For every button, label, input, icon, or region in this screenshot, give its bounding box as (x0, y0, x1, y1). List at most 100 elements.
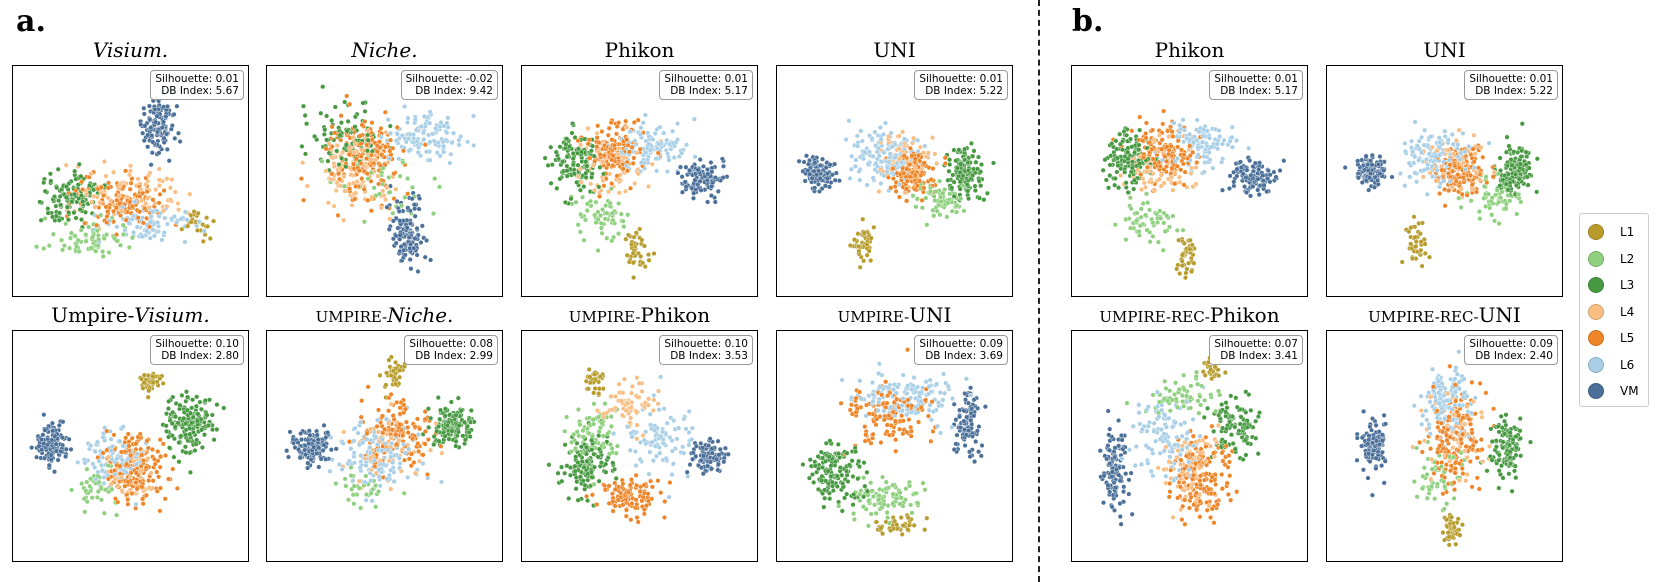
scatter-point-l3 (962, 157, 968, 163)
scatter-point-vm (316, 464, 322, 470)
scatter-point-vm (311, 444, 317, 450)
scatter-point-vm (148, 125, 154, 131)
scatter-point-l1 (868, 257, 874, 263)
scatter-point-l3 (63, 183, 69, 189)
scatter-point-l5 (408, 463, 414, 469)
scatter-point-l6 (674, 436, 680, 442)
scatter-point-l6 (849, 153, 855, 159)
scatter-point-l5 (634, 514, 640, 520)
scatter-point-l2 (373, 483, 379, 489)
scatter-point-l1 (393, 359, 399, 365)
scatter-point-l6 (629, 434, 635, 440)
scatter-point-l5 (133, 479, 139, 485)
scatter-point-l6 (878, 158, 884, 164)
metrics-box: Silhouette: 0.01 DB Index: 5.22 (914, 70, 1008, 100)
scatter-point-vm (146, 103, 152, 109)
scatter-point-l3 (52, 193, 58, 199)
scatter-point-l5 (362, 119, 368, 125)
scatter-point-vm (415, 268, 421, 274)
scatter-point-vm (141, 138, 147, 144)
section-divider (1038, 0, 1040, 582)
scatter-point-l4 (618, 398, 624, 404)
scatter-point-l4 (616, 390, 622, 396)
scatter-point-l6 (369, 498, 375, 504)
scatter-point-vm (832, 177, 838, 183)
scatter-point-vm (154, 129, 160, 135)
scatter-point-l3 (342, 99, 348, 105)
scatter-point-l1 (851, 237, 857, 243)
scatter-point-l6 (847, 175, 853, 181)
scatter-point-l6 (435, 140, 441, 146)
scatter-point-l4 (641, 404, 647, 410)
scatter-point-l4 (325, 200, 331, 206)
scatter-point-l3 (78, 217, 84, 223)
panel-title-prefix: UMPIRE- (315, 308, 388, 326)
scatter-point-vm (41, 455, 47, 461)
scatter-point-l2 (83, 232, 89, 238)
scatter-point-l5 (374, 423, 380, 429)
scatter-point-l3 (978, 169, 984, 175)
scatter-point-vm (321, 442, 327, 448)
scatter-point-l5 (912, 156, 918, 162)
scatter-point-l5 (165, 476, 171, 482)
scatter-point-l1 (179, 226, 185, 232)
scatter-point-l5 (425, 436, 431, 442)
scatter-point-l4 (333, 188, 339, 194)
panel-title-main: Niche. (387, 303, 454, 327)
scatter-point-l5 (623, 507, 629, 513)
scatter-point-l5 (921, 160, 927, 166)
scatter-point-vm (806, 161, 812, 167)
scatter-point-l4 (388, 435, 394, 441)
scatter-point-l5 (416, 448, 422, 454)
scatter-point-l6 (692, 154, 698, 160)
scatter-point-l6 (357, 419, 363, 425)
scatter-point-vm (164, 146, 170, 152)
scatter-point-l2 (947, 191, 953, 197)
scatter-point-l3 (981, 197, 987, 203)
panel-title-prefix: UMPIRE- (568, 308, 641, 326)
scatter-point-l2 (949, 208, 955, 214)
scatter-point-l4 (635, 171, 641, 177)
scatter-point-vm (42, 427, 48, 433)
scatter-point-l6 (450, 130, 456, 136)
scatter-point-l2 (63, 221, 69, 227)
scatter-point-l6 (633, 462, 639, 468)
scatter-point-l1 (639, 237, 645, 243)
scatter-point-l5 (655, 150, 661, 156)
scatter-point-l5 (106, 180, 112, 186)
scatter-point-l4 (625, 400, 631, 406)
scatter-point-l2 (931, 213, 937, 219)
scatter-point-l3 (179, 392, 185, 398)
scatter-point-l4 (105, 195, 111, 201)
scatter-point-l3 (585, 498, 591, 504)
scatter-point-l5 (631, 155, 637, 161)
scatter-point-l3 (187, 410, 193, 416)
scatter-point-l5 (409, 436, 415, 442)
scatter-point-l4 (932, 151, 938, 157)
scatter-point-l4 (621, 155, 627, 161)
scatter-point-l2 (351, 483, 357, 489)
scatter-point-l3 (214, 402, 220, 408)
scatter-point-vm (156, 150, 162, 156)
scatter-point-l5 (347, 101, 353, 107)
scatter-point-l4 (912, 165, 918, 171)
panel-title-prefix: Umpire- (51, 303, 135, 327)
scatter-point-vm (284, 448, 290, 454)
scatter-point-l3 (187, 469, 193, 475)
scatter-point-l2 (603, 203, 609, 209)
scatter-point-l5 (655, 478, 661, 484)
scatter-point-l2 (319, 158, 325, 164)
scatter-point-l6 (885, 146, 891, 152)
scatter-point-l4 (145, 455, 151, 461)
silhouette-score: Silhouette: 0.10 (155, 338, 239, 350)
scatter-point-l6 (373, 434, 379, 440)
scatter-point-l3 (578, 149, 584, 155)
scatter-point-l3 (581, 184, 587, 190)
scatter-point-vm (395, 225, 401, 231)
scatter-point-l3 (194, 437, 200, 443)
scatter-point-l5 (369, 120, 375, 126)
scatter-point-l3 (198, 406, 204, 412)
scatter-point-l5 (122, 439, 128, 445)
scatter-point-l5 (892, 184, 898, 190)
scatter-point-vm (705, 199, 711, 205)
